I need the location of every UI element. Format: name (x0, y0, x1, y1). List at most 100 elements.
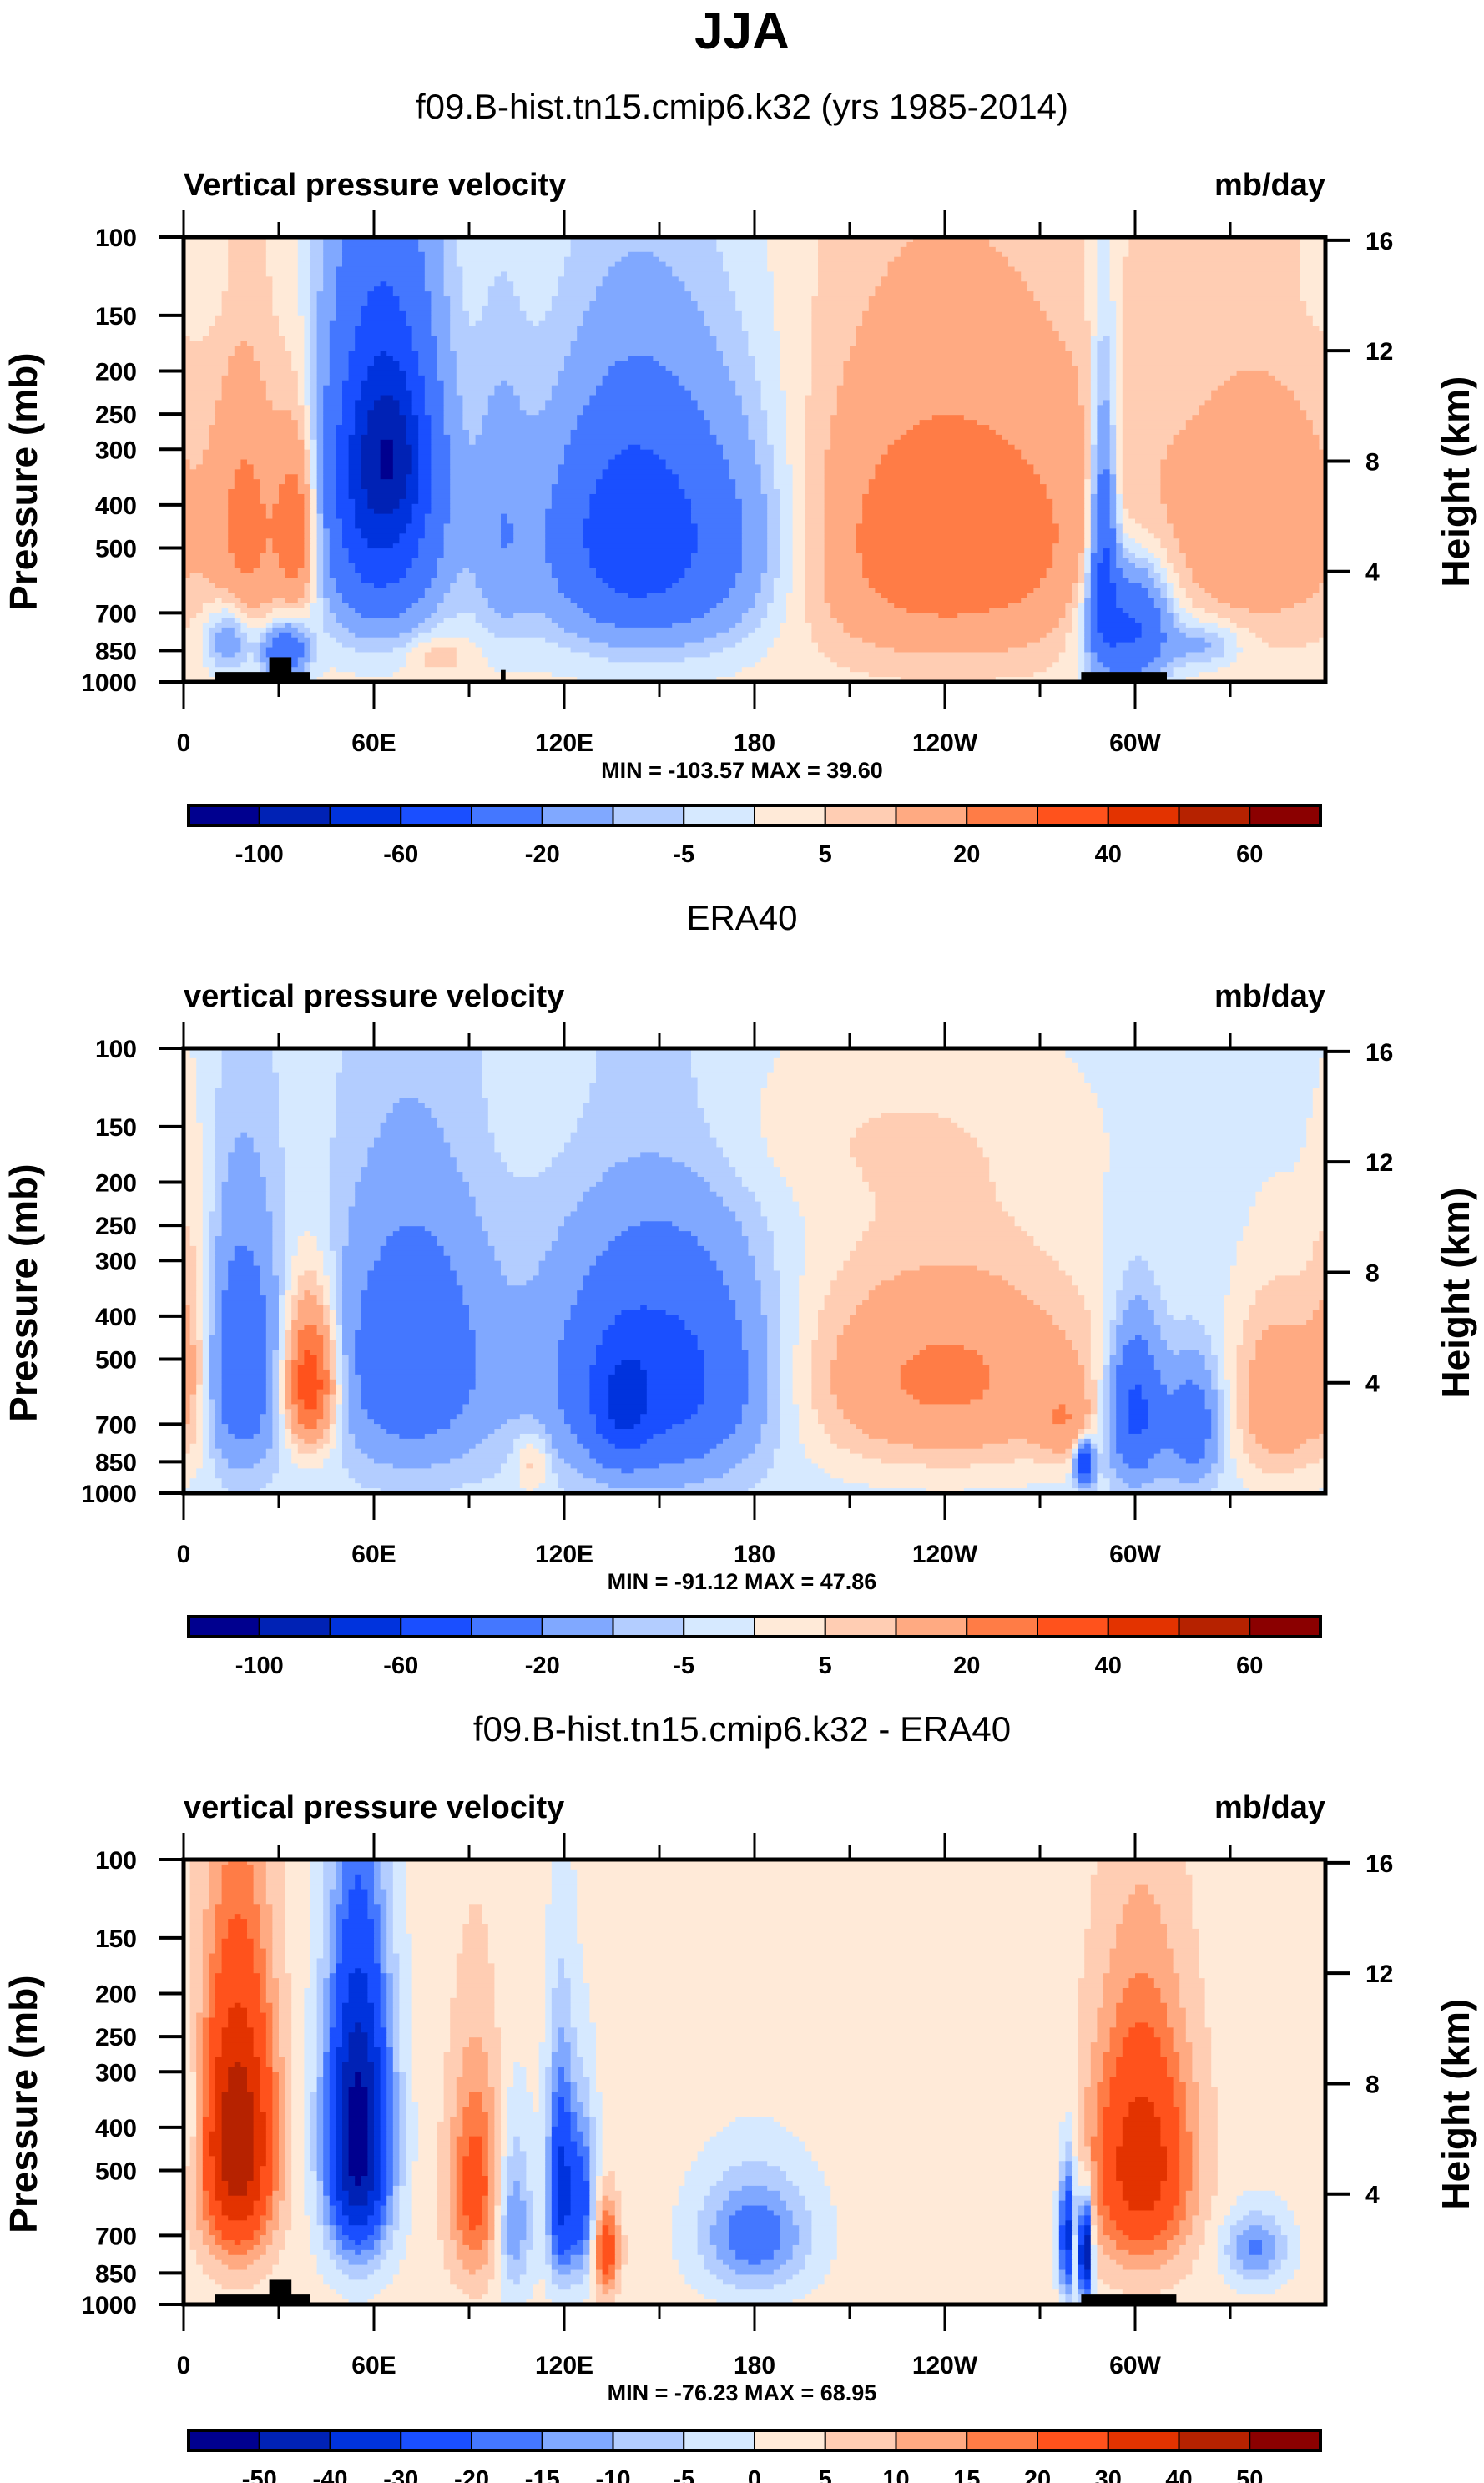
topography-mask (501, 669, 506, 682)
contour-cell (501, 533, 514, 539)
contour-cell (184, 1419, 191, 1425)
contour-cell (767, 1394, 780, 1400)
contour-cell (374, 361, 400, 366)
contour-cell (830, 608, 907, 613)
contour-cell (1179, 583, 1199, 589)
contour-cell (184, 361, 229, 366)
contour-cell (957, 1122, 1104, 1128)
contour-cell (260, 361, 292, 366)
contour-cell (291, 1345, 299, 1350)
contour-cell (824, 578, 870, 584)
contour-cell (1148, 1265, 1231, 1272)
contour-cell (184, 1072, 197, 1079)
contour-cell (1090, 528, 1098, 534)
contour-cell (342, 538, 368, 544)
contour-cell (995, 429, 1085, 436)
contour-cell (1109, 271, 1123, 277)
contour-cell (260, 1285, 280, 1291)
contour-cell (1058, 533, 1085, 539)
contour-cell (1217, 1369, 1224, 1375)
contour-cell (824, 1295, 870, 1301)
contour-cell (355, 405, 375, 411)
contour-cell (1217, 1404, 1224, 1410)
contour-cell (1116, 498, 1123, 505)
contour-cell (1122, 361, 1325, 366)
contour-cell (399, 667, 495, 673)
contour-cell (297, 1414, 324, 1420)
contour-cell (323, 1250, 336, 1257)
contour-cell (780, 1310, 800, 1316)
contour-cell (1185, 622, 1219, 628)
contour-cell (355, 1191, 470, 1198)
contour-cell (323, 558, 331, 564)
contour-cell (614, 1424, 635, 1430)
contour-cell (202, 459, 241, 466)
contour-cell (1255, 1196, 1325, 1203)
contour-cell (487, 1103, 584, 1108)
contour-cell (741, 1176, 787, 1183)
contour-cell (780, 498, 794, 505)
contour-cell (583, 1280, 724, 1286)
contour-cell (767, 553, 780, 559)
contour-cell (342, 1414, 350, 1420)
contour-cell (589, 637, 704, 643)
contour-cell (228, 1167, 260, 1173)
contour-cell (1122, 498, 1161, 505)
contour-cell (437, 356, 457, 361)
contour-cell (811, 310, 863, 317)
contour-cell (297, 305, 311, 312)
contour-cell (189, 1052, 223, 1059)
contour-cell (989, 1369, 1085, 1375)
contour-cell (265, 1409, 273, 1415)
contour-cell (285, 1399, 292, 1405)
contour-cell (367, 420, 406, 426)
contour-cell (184, 568, 241, 574)
contour-cell (411, 603, 438, 608)
contour-cell (323, 538, 331, 544)
contour-cell (818, 261, 889, 268)
contour-cell (202, 1404, 209, 1410)
contour-cell (1122, 1285, 1161, 1291)
contour-cell (336, 1098, 400, 1103)
contour-cell (596, 1360, 622, 1365)
contour-cell (558, 578, 603, 584)
contour-cell (767, 1409, 780, 1415)
contour-cell (475, 439, 572, 446)
contour-cell (1084, 449, 1092, 456)
contour-cell (1103, 1265, 1129, 1272)
contour-cell (1306, 305, 1325, 312)
contour-cell (716, 603, 755, 608)
contour-cell (678, 380, 736, 386)
contour-cell (760, 484, 775, 490)
contour-cell (475, 1355, 558, 1360)
contour-cell (462, 286, 489, 292)
contour-cell (589, 493, 685, 500)
contour-cell (285, 598, 299, 603)
contour-cell (240, 608, 273, 613)
contour-cell (608, 370, 673, 376)
contour-cell (1116, 315, 1123, 322)
contour-cell (558, 583, 609, 589)
contour-cell (691, 553, 743, 559)
contour-cell (1109, 405, 1117, 411)
contour-cell (1268, 1280, 1325, 1286)
contour-cell (475, 1350, 558, 1355)
contour-cell (1185, 662, 1231, 668)
contour-cell (310, 351, 318, 356)
contour-cell (628, 1226, 679, 1232)
contour-cell (1211, 657, 1238, 663)
contour-cell (304, 563, 311, 569)
contour-cell (767, 1325, 780, 1331)
contour-cell (850, 1419, 1053, 1425)
contour-cell (431, 454, 451, 461)
contour-cell (348, 459, 362, 466)
contour-cell (494, 1245, 553, 1252)
contour-cell (824, 563, 863, 569)
contour-cell (799, 1275, 838, 1281)
contour-cell (678, 479, 736, 485)
contour-cell (1109, 1162, 1295, 1168)
contour-cell (316, 434, 324, 441)
contour-cell (184, 1122, 204, 1128)
contour-cell (1306, 1137, 1325, 1143)
contour-cell (234, 1137, 255, 1143)
